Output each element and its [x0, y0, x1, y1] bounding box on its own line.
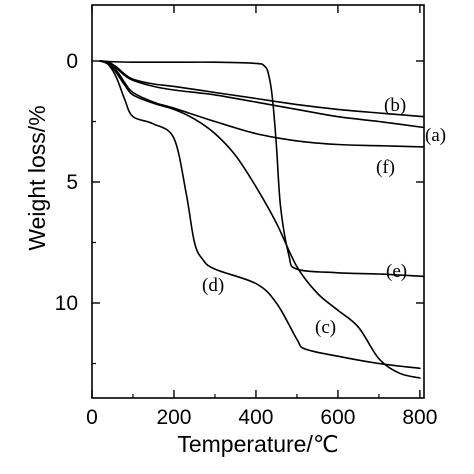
series-line-d — [99, 60, 421, 370]
series-line-b — [99, 60, 425, 118]
series-line-e — [99, 60, 425, 278]
label-d: (d) — [202, 275, 224, 296]
plot-frame — [91, 4, 425, 399]
label-e: (e) — [386, 261, 407, 282]
x-tick-label: 400 — [238, 406, 273, 429]
x-tick-label: 600 — [320, 406, 355, 429]
x-axis-title: Temperature/℃ — [177, 431, 338, 457]
y-tick-label: 5 — [66, 171, 78, 194]
x-tick-label: 0 — [86, 406, 98, 429]
series-line-f — [99, 60, 425, 148]
label-c: (c) — [315, 317, 336, 338]
tick-labels: 0 200 400 600 800 0 5 10 — [55, 50, 438, 429]
series-line-a — [99, 60, 425, 129]
y-tick-label: 0 — [66, 50, 78, 73]
label-a: (a) — [425, 125, 446, 146]
label-b: (b) — [384, 95, 406, 116]
label-f: (f) — [376, 157, 395, 178]
series-curves — [99, 60, 425, 379]
axis-ticks — [91, 5, 424, 398]
y-tick-label: 10 — [55, 292, 78, 315]
series-line-c — [99, 60, 421, 379]
y-axis-title: Weight loss/% — [24, 105, 50, 250]
x-tick-label: 200 — [156, 406, 191, 429]
x-tick-label: 800 — [402, 406, 437, 429]
